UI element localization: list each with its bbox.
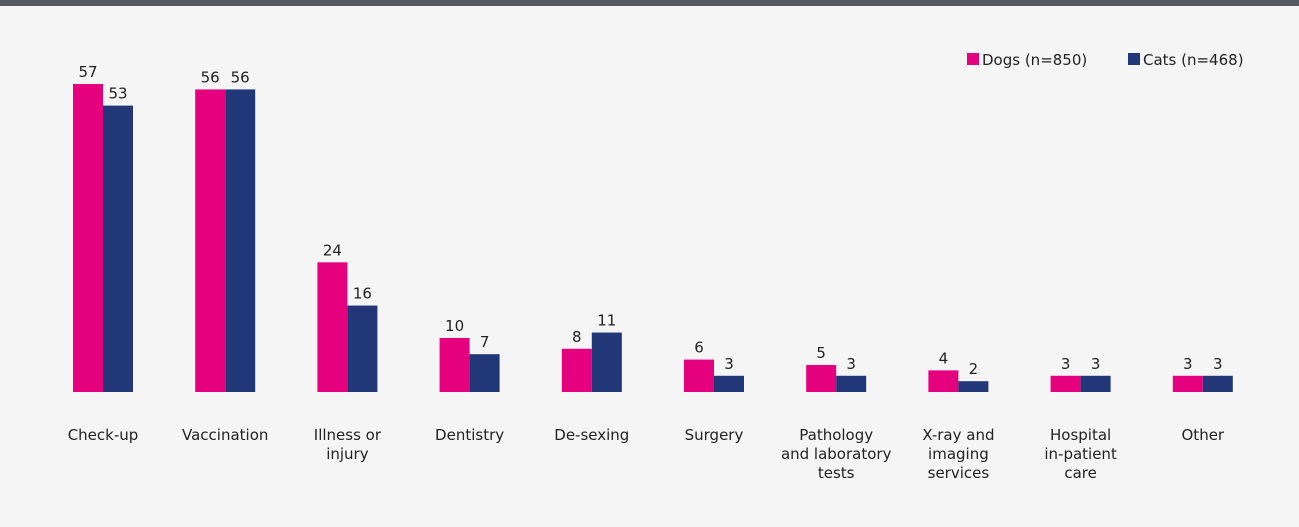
value-label-cats-8: 3 [1091, 355, 1101, 373]
bar-dogs-1 [195, 89, 226, 393]
value-label-cats-9: 3 [1213, 355, 1223, 373]
value-label-cats-6: 3 [846, 355, 856, 373]
category-label-0-line-0: Check-up [68, 426, 139, 444]
category-label-8-line-1: in-patient [1044, 445, 1117, 463]
value-label-dogs-9: 3 [1183, 355, 1193, 373]
legend-swatch-dogs [967, 53, 979, 65]
value-label-dogs-7: 4 [939, 349, 949, 367]
bar-dogs-7 [928, 370, 959, 392]
value-label-dogs-5: 6 [694, 339, 704, 357]
bar-dogs-6 [806, 364, 837, 392]
category-label-7-line-0: X-ray and [922, 426, 994, 444]
bar-cats-3 [469, 354, 500, 392]
category-label-6-line-0: Pathology [799, 426, 873, 444]
value-label-dogs-1: 56 [201, 68, 220, 86]
bar-dogs-5 [684, 359, 714, 392]
bar-dogs-9 [1172, 375, 1203, 392]
category-label-2-line-0: Illness or [314, 426, 382, 444]
value-label-dogs-8: 3 [1061, 355, 1071, 373]
bar-cats-5 [714, 375, 744, 392]
category-label-2-line-1: injury [326, 445, 369, 463]
value-label-dogs-4: 8 [572, 328, 582, 346]
bar-dogs-0 [73, 84, 103, 392]
category-label-4-line-0: De-sexing [554, 426, 629, 444]
bar-cats-4 [591, 332, 622, 392]
top-bar [0, 0, 1299, 6]
legend-label-dogs: Dogs (n=850) [982, 51, 1087, 69]
bar-cats-8 [1080, 375, 1111, 392]
legend-label-cats: Cats (n=468) [1143, 51, 1244, 69]
value-label-dogs-0: 57 [78, 63, 97, 81]
value-label-dogs-2: 24 [323, 241, 342, 259]
value-label-cats-5: 3 [724, 355, 734, 373]
category-label-7-line-1: imaging [928, 445, 989, 463]
category-label-9-line-0: Other [1182, 426, 1225, 444]
bar-cats-2 [347, 305, 378, 392]
value-label-cats-4: 11 [597, 312, 616, 330]
bar-cats-6 [836, 375, 867, 392]
bar-cats-7 [958, 381, 989, 392]
bar-cats-9 [1202, 375, 1233, 392]
value-label-cats-0: 53 [108, 85, 127, 103]
value-label-cats-7: 2 [969, 360, 979, 378]
category-label-5-line-0: Surgery [685, 426, 744, 444]
bar-dogs-4 [561, 348, 592, 392]
value-label-cats-1: 56 [231, 68, 250, 86]
bar-dogs-3 [439, 337, 470, 392]
category-label-3-line-0: Dentistry [435, 426, 504, 444]
value-label-dogs-3: 10 [445, 317, 464, 335]
category-label-8-line-2: care [1064, 464, 1097, 482]
legend-swatch-cats [1128, 53, 1140, 65]
bars-group [73, 84, 1233, 393]
bar-dogs-2 [317, 262, 348, 392]
category-label-6-line-2: tests [818, 464, 855, 482]
category-label-6-line-1: and laboratory [781, 445, 892, 463]
chart-legend: Dogs (n=850) Cats (n=468) [967, 51, 1244, 69]
bar-cats-1 [225, 89, 256, 393]
category-label-8-line-0: Hospital [1050, 426, 1111, 444]
value-label-cats-3: 7 [480, 333, 490, 351]
category-label-7-line-2: services [928, 464, 990, 482]
category-label-1-line-0: Vaccination [182, 426, 268, 444]
bar-dogs-8 [1050, 375, 1081, 392]
value-label-cats-2: 16 [353, 285, 372, 303]
value-label-dogs-6: 5 [816, 344, 826, 362]
bar-cats-0 [103, 105, 133, 392]
